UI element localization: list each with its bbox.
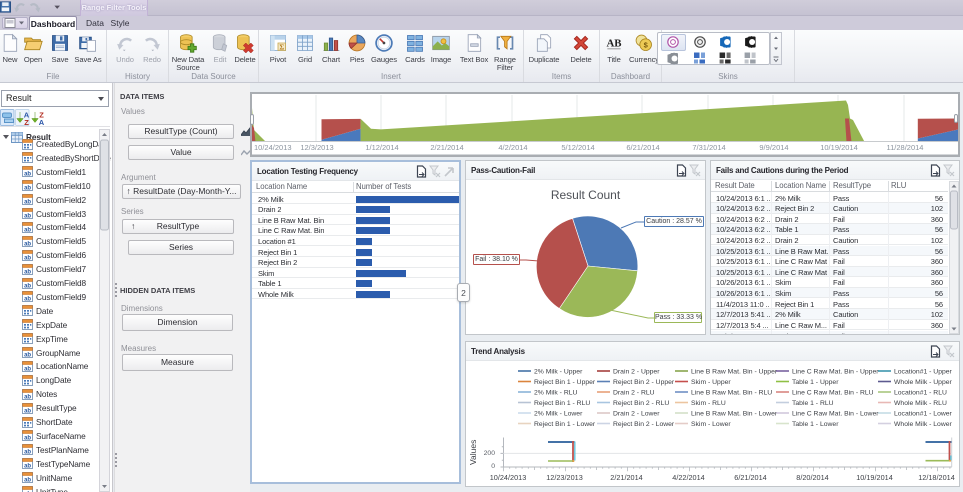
- svg-text:ab: ab: [24, 269, 31, 275]
- svg-text:Table 1 - Lower: Table 1 - Lower: [792, 421, 839, 428]
- svg-text:2% Milk - RLU: 2% Milk - RLU: [534, 390, 578, 397]
- svg-text:Drain 2 - Lower: Drain 2 - Lower: [613, 411, 660, 418]
- svg-text:ab: ab: [24, 436, 31, 442]
- svg-text:ab: ab: [24, 464, 31, 470]
- svg-text:ab: ab: [24, 408, 31, 414]
- svg-text:Z: Z: [24, 118, 29, 127]
- svg-text:Line C Raw Mat. Bin - RLU: Line C Raw Mat. Bin - RLU: [792, 390, 874, 397]
- svg-text:ab: ab: [24, 227, 31, 233]
- svg-text:Table 1 - Upper: Table 1 - Upper: [792, 379, 839, 386]
- svg-text:Table 1 - RLU: Table 1 - RLU: [792, 400, 834, 407]
- svg-text:A: A: [39, 118, 45, 127]
- svg-text:ab: ab: [24, 172, 31, 178]
- svg-text:Line C Raw Mat. Bin - Lower: Line C Raw Mat. Bin - Lower: [792, 411, 879, 418]
- svg-text:Line B Raw Mat. Bin - RLU: Line B Raw Mat. Bin - RLU: [691, 390, 772, 397]
- svg-text:ab: ab: [24, 241, 31, 247]
- svg-text:Whole Milk - Lower: Whole Milk - Lower: [894, 421, 953, 428]
- svg-text:Line B Raw Mat. Bin - Upper: Line B Raw Mat. Bin - Upper: [691, 369, 778, 376]
- svg-text:Skim - Upper: Skim - Upper: [691, 379, 731, 386]
- svg-text:ab: ab: [24, 283, 31, 289]
- svg-text:Z: Z: [39, 111, 44, 120]
- svg-text:Skim - Lower: Skim - Lower: [691, 421, 731, 428]
- svg-text:ab: ab: [24, 213, 31, 219]
- svg-text:Location#1 - Upper: Location#1 - Upper: [894, 369, 953, 376]
- svg-text:Reject Bin 2 - RLU: Reject Bin 2 - RLU: [613, 400, 669, 407]
- svg-text:ab: ab: [24, 297, 31, 303]
- svg-text:Skim - RLU: Skim - RLU: [691, 400, 726, 407]
- svg-text:ab: ab: [24, 477, 31, 483]
- svg-text:ab: ab: [24, 352, 31, 358]
- svg-text:ab: ab: [24, 199, 31, 205]
- svg-text:ab: ab: [24, 394, 31, 400]
- svg-text:Reject Bin 1 - RLU: Reject Bin 1 - RLU: [534, 400, 590, 407]
- svg-text:Reject Bin 1 - Lower: Reject Bin 1 - Lower: [534, 421, 596, 428]
- svg-text:ab: ab: [24, 450, 31, 456]
- svg-text:A: A: [24, 111, 30, 120]
- svg-text:$: $: [644, 41, 649, 50]
- svg-text:AB: AB: [607, 37, 622, 49]
- svg-text:ab: ab: [24, 366, 31, 372]
- svg-text:Line C Raw Mat. Bin - Upper: Line C Raw Mat. Bin - Upper: [792, 369, 879, 376]
- svg-text:Drain 2 - Upper: Drain 2 - Upper: [613, 369, 660, 376]
- svg-text:Location#1 - RLU: Location#1 - RLU: [894, 390, 947, 397]
- svg-text:Whole Milk - RLU: Whole Milk - RLU: [894, 400, 947, 407]
- svg-text:Line B Raw Mat. Bin - Lower: Line B Raw Mat. Bin - Lower: [691, 411, 778, 418]
- svg-text:Location#1 - Lower: Location#1 - Lower: [894, 411, 953, 418]
- svg-text:ab: ab: [24, 186, 31, 192]
- svg-text:Reject Bin 2 - Lower: Reject Bin 2 - Lower: [613, 421, 675, 428]
- svg-text:Σ: Σ: [279, 42, 284, 51]
- svg-text:2% Milk - Lower: 2% Milk - Lower: [534, 411, 583, 418]
- svg-text:2% Milk - Upper: 2% Milk - Upper: [534, 369, 583, 376]
- svg-text:Reject Bin 2 - Upper: Reject Bin 2 - Upper: [613, 379, 675, 386]
- svg-text:Reject Bin 1 - Upper: Reject Bin 1 - Upper: [534, 379, 596, 386]
- svg-text:Drain 2 - RLU: Drain 2 - RLU: [613, 390, 655, 397]
- svg-text:ab: ab: [24, 255, 31, 261]
- svg-text:Whole Milk - Upper: Whole Milk - Upper: [894, 379, 953, 386]
